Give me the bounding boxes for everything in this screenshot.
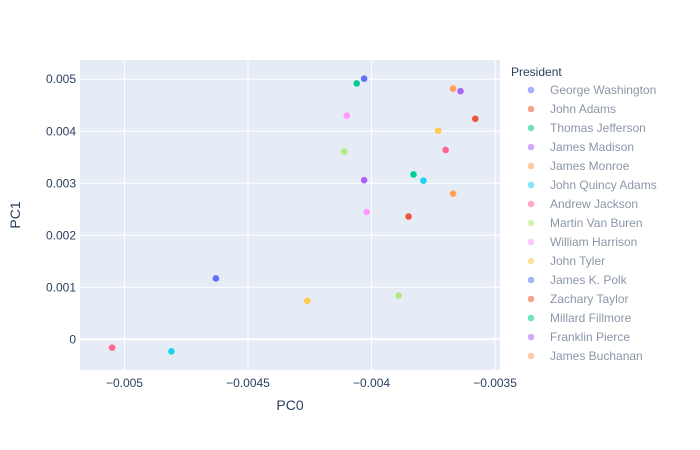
legend-item: Andrew Jackson <box>527 197 638 211</box>
legend-label: John Adams <box>550 102 616 116</box>
legend-marker <box>527 124 535 132</box>
legend-item: Millard Fillmore <box>527 311 632 325</box>
legend-title: President <box>511 65 562 79</box>
data-point <box>212 275 220 282</box>
legend-label: William Harrison <box>550 235 637 249</box>
legend-item: James K. Polk <box>527 273 628 287</box>
grid-lines <box>80 60 500 370</box>
legend-label: John Quincy Adams <box>550 178 657 192</box>
data-point <box>405 213 412 220</box>
legend-marker <box>527 352 535 360</box>
data-point <box>449 85 457 92</box>
data-point <box>420 177 427 184</box>
data-point <box>360 176 368 184</box>
legend-item: William Harrison <box>527 235 637 249</box>
legend-label: Franklin Pierce <box>550 330 630 344</box>
legend-marker <box>527 276 535 284</box>
legend-label: James Buchanan <box>550 349 643 363</box>
data-point <box>343 112 351 119</box>
data-point <box>395 292 403 299</box>
y-axis-ticks: 0 0.001 0.002 0.003 0.004 0.005 <box>46 72 76 346</box>
x-tick-label: −0.004 <box>353 376 390 390</box>
legend-label: Andrew Jackson <box>550 197 638 211</box>
legend-item: John Quincy Adams <box>527 178 657 192</box>
data-point <box>363 208 370 216</box>
legend-marker <box>527 86 535 94</box>
legend-marker <box>527 238 535 246</box>
data-point <box>434 127 442 135</box>
y-tick-label: 0.002 <box>46 228 76 242</box>
legend: President George Washington John Adams Tho… <box>511 65 657 363</box>
data-point <box>457 87 464 95</box>
legend-item: Martin Van Buren <box>527 216 643 230</box>
legend-marker <box>527 181 535 189</box>
x-tick-label: −0.005 <box>106 376 143 390</box>
y-axis-title: PC1 <box>7 201 23 228</box>
data-points <box>108 75 479 355</box>
data-point <box>410 171 417 178</box>
legend-marker <box>527 162 535 170</box>
legend-marker <box>527 257 535 265</box>
legend-marker <box>527 314 535 322</box>
data-point <box>108 344 116 351</box>
legend-marker <box>527 105 535 113</box>
y-tick-label: 0.001 <box>46 280 76 294</box>
legend-item: John Adams <box>527 102 616 116</box>
data-point <box>303 297 311 305</box>
legend-label: James Monroe <box>550 159 630 173</box>
plot-area <box>80 60 500 370</box>
legend-marker <box>527 219 535 227</box>
legend-marker <box>527 200 535 208</box>
legend-label: Millard Fillmore <box>550 311 632 325</box>
legend-item: John Tyler <box>527 254 605 268</box>
legend-item: Zachary Taylor <box>527 292 628 306</box>
x-tick-label: −0.0045 <box>226 376 270 390</box>
x-tick-label: −0.0035 <box>473 376 517 390</box>
legend-item: George Washington <box>527 83 656 97</box>
legend-marker <box>527 295 535 303</box>
legend-item: James Buchanan <box>527 349 643 363</box>
legend-item: James Monroe <box>527 159 630 173</box>
data-point <box>442 146 449 154</box>
legend-marker <box>527 333 535 341</box>
data-point <box>471 115 479 123</box>
data-point <box>341 148 348 155</box>
data-point <box>168 347 175 355</box>
x-axis-ticks: −0.005 −0.0045 −0.004 −0.0035 <box>106 376 517 390</box>
legend-marker <box>527 143 535 151</box>
y-tick-label: 0 <box>69 332 76 346</box>
legend-label: Zachary Taylor <box>550 292 628 306</box>
y-tick-label: 0.003 <box>46 176 76 190</box>
y-tick-label: 0.005 <box>46 72 76 86</box>
legend-item: James Madison <box>527 140 634 154</box>
legend-label: George Washington <box>550 83 656 97</box>
data-point <box>360 75 368 83</box>
legend-label: John Tyler <box>550 254 605 268</box>
legend-label: James K. Polk <box>550 273 628 287</box>
legend-item: Thomas Jefferson <box>527 121 646 135</box>
legend-label: Thomas Jefferson <box>550 121 646 135</box>
x-axis-title: PC0 <box>276 397 303 413</box>
data-point <box>353 80 361 87</box>
legend-items: George Washington John Adams Thomas Jeffer… <box>527 83 657 363</box>
legend-label: James Madison <box>550 140 634 154</box>
legend-label: Martin Van Buren <box>550 216 643 230</box>
y-tick-label: 0.004 <box>46 124 76 138</box>
data-point <box>449 190 457 197</box>
legend-item: Franklin Pierce <box>527 330 630 344</box>
